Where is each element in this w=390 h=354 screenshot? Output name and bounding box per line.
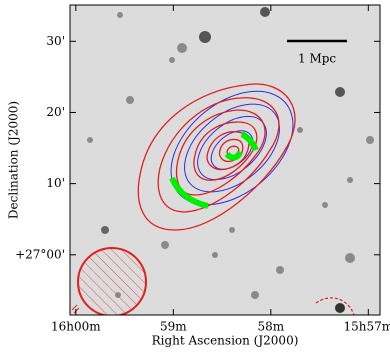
x-tick-label: 58m (257, 320, 284, 334)
x-tick-label: 59m (160, 320, 187, 334)
y-axis-label: Declination (J2000) (7, 101, 21, 219)
x-tick-label: 16h00m (51, 320, 101, 334)
scale-label: 1 Mpc (298, 52, 336, 66)
x-tick-label: 15h57m (343, 320, 390, 334)
x-axis-label: Right Ascension (J2000) (152, 334, 299, 348)
y-tick-label: +27°00' (15, 247, 65, 261)
sky-image (70, 5, 380, 315)
y-tick-label: 20' (46, 105, 65, 119)
y-tick-label: 10' (46, 176, 65, 190)
frame (69, 4, 381, 316)
y-tick-label: 30' (46, 34, 65, 48)
